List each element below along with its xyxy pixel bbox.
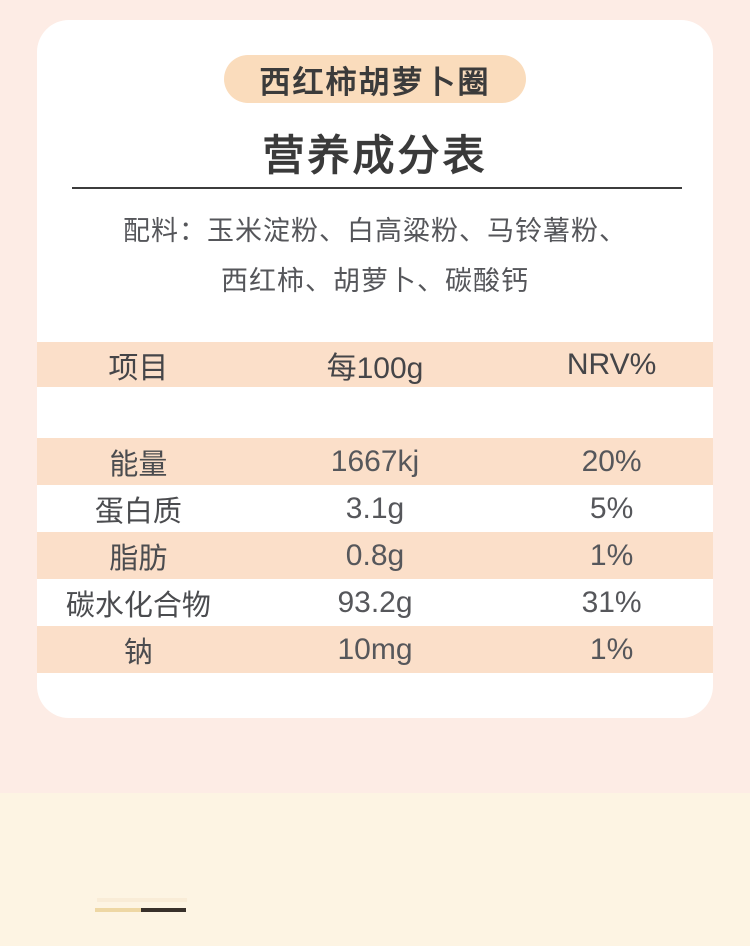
table-spacer [37, 387, 713, 438]
row-nrv: 1% [589, 632, 634, 666]
product-name-badge: 西红柿胡萝卜圈 [224, 55, 526, 103]
nutrition-table: 项目 每100g NRV% 能量 1667kj 20% 蛋白质 3.1g 5% … [37, 342, 713, 673]
bottom-cream-strip [0, 793, 750, 946]
row-name: 钠 [123, 636, 153, 669]
ingredients-text: 配料：玉米淀粉、白高粱粉、马铃薯粉、 西红柿、胡萝卜、碳酸钙 [37, 206, 713, 306]
title-divider [72, 187, 682, 189]
table-row-sodium: 钠 10mg 1% [37, 626, 713, 673]
ingredients-line-2: 西红柿、胡萝卜、碳酸钙 [221, 266, 529, 296]
header-item: 项目 [108, 351, 169, 385]
page-title: 营养成分表 [262, 132, 488, 179]
decor-line-light [95, 908, 141, 912]
decor-line-dark [141, 908, 186, 912]
table-header-row: 项目 每100g NRV% [37, 342, 713, 387]
row-nrv: 31% [581, 585, 642, 619]
product-name-label: 西红柿胡萝卜圈 [259, 64, 491, 100]
row-value: 93.2g [337, 585, 413, 619]
row-nrv: 5% [589, 491, 634, 525]
header-nrv: NRV% [566, 347, 657, 381]
row-name: 蛋白质 [94, 495, 182, 528]
row-value: 0.8g [345, 538, 405, 572]
table-row-fat: 脂肪 0.8g 1% [37, 532, 713, 579]
row-value: 1667kj [330, 444, 420, 478]
table-row-carbohydrate: 碳水化合物 93.2g 31% [37, 579, 713, 626]
header-per100g: 每100g [326, 351, 424, 385]
nutrition-card: 西红柿胡萝卜圈 营养成分表 配料：玉米淀粉、白高粱粉、马铃薯粉、 西红柿、胡萝卜… [37, 20, 713, 718]
row-value: 3.1g [345, 491, 405, 525]
ingredients-line-1: 配料：玉米淀粉、白高粱粉、马铃薯粉、 [123, 216, 627, 246]
row-value: 10mg [337, 632, 413, 666]
decor-smear-line [97, 898, 187, 902]
row-name: 碳水化合物 [65, 589, 211, 622]
table-row-protein: 蛋白质 3.1g 5% [37, 485, 713, 532]
row-nrv: 1% [589, 538, 634, 572]
row-name: 脂肪 [109, 542, 168, 575]
row-nrv: 20% [581, 444, 642, 478]
table-row-energy: 能量 1667kj 20% [37, 438, 713, 485]
row-name: 能量 [109, 448, 168, 481]
